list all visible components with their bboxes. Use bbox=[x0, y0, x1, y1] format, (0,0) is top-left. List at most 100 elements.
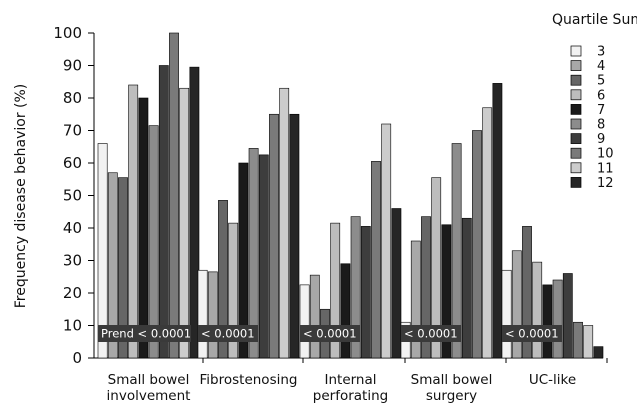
bar bbox=[511, 250, 522, 359]
legend-label: 8 bbox=[597, 118, 605, 133]
bar bbox=[461, 217, 472, 359]
bar bbox=[451, 143, 462, 359]
bar bbox=[381, 123, 392, 359]
bar bbox=[421, 216, 431, 359]
bar bbox=[593, 346, 604, 359]
bar bbox=[371, 161, 381, 359]
bar bbox=[583, 325, 594, 359]
bar bbox=[118, 177, 128, 359]
legend-swatch bbox=[570, 45, 582, 57]
y-axis-title: Frequency disease behavior (%) bbox=[13, 84, 29, 309]
legend-swatch bbox=[570, 104, 582, 115]
bar bbox=[238, 162, 249, 359]
x-category-label: UC-like bbox=[529, 372, 576, 388]
bar bbox=[350, 216, 361, 359]
legend-swatch bbox=[570, 118, 582, 130]
bar bbox=[573, 321, 583, 359]
x-category-label: Small bowel bbox=[411, 372, 493, 388]
bar bbox=[248, 148, 259, 359]
bar bbox=[482, 107, 493, 359]
p-value-box bbox=[502, 325, 562, 342]
y-tick-label: 60 bbox=[63, 154, 82, 172]
bar bbox=[228, 222, 239, 359]
bar bbox=[340, 263, 351, 359]
bar bbox=[492, 83, 503, 359]
x-category-label: Fibrostenosing bbox=[200, 372, 298, 388]
y-tick-label: 30 bbox=[63, 252, 82, 270]
legend-label: 9 bbox=[597, 132, 605, 147]
bar bbox=[391, 208, 402, 359]
bar bbox=[107, 172, 118, 359]
x-category-label: involvement bbox=[107, 388, 191, 404]
bar bbox=[472, 130, 482, 359]
bar bbox=[431, 177, 442, 359]
bar bbox=[148, 125, 159, 359]
p-value-box bbox=[198, 325, 258, 342]
y-tick-label: 90 bbox=[63, 57, 82, 75]
bar bbox=[360, 226, 371, 359]
p-value-label: < 0.0001 bbox=[303, 327, 357, 341]
bar bbox=[218, 200, 228, 359]
x-category-label: perforating bbox=[313, 388, 388, 404]
legend-swatch bbox=[570, 162, 582, 174]
legend-swatch bbox=[570, 133, 582, 144]
legend-swatch bbox=[570, 60, 582, 71]
legend-label: 11 bbox=[597, 161, 614, 176]
bar bbox=[279, 87, 290, 359]
legend-label: 5 bbox=[597, 74, 605, 89]
p-value-box bbox=[401, 325, 461, 342]
p-value-label: Prend < 0.0001 bbox=[101, 327, 191, 341]
p-value-box bbox=[300, 325, 360, 342]
legend-label: 7 bbox=[597, 103, 605, 118]
y-tick-label: 10 bbox=[63, 317, 82, 335]
legend-swatch bbox=[570, 89, 582, 101]
bar bbox=[138, 97, 149, 359]
y-tick-label: 100 bbox=[53, 24, 82, 42]
legend-label: 10 bbox=[597, 147, 614, 162]
p-value-label: < 0.0001 bbox=[505, 327, 559, 341]
bar bbox=[289, 113, 300, 359]
bar bbox=[197, 269, 208, 359]
y-tick-label: 50 bbox=[63, 187, 82, 205]
bar bbox=[97, 143, 108, 359]
bar bbox=[501, 269, 512, 359]
bar bbox=[158, 65, 169, 359]
bar bbox=[299, 284, 310, 359]
bar bbox=[258, 154, 269, 359]
p-value-label: < 0.0001 bbox=[404, 327, 458, 341]
legend-label: 6 bbox=[597, 88, 605, 103]
y-tick-label: 70 bbox=[63, 122, 82, 140]
legend-title: Quartile Sum bbox=[552, 12, 637, 28]
bar bbox=[330, 222, 341, 359]
y-tick-label: 20 bbox=[63, 284, 82, 302]
x-category-label: surgery bbox=[426, 388, 477, 404]
bar bbox=[552, 279, 563, 359]
legend-label: 4 bbox=[597, 59, 605, 74]
legend-swatch bbox=[570, 147, 582, 159]
bar bbox=[542, 284, 553, 359]
p-value-label: < 0.0001 bbox=[201, 327, 255, 341]
bar bbox=[309, 274, 320, 359]
bar bbox=[522, 226, 532, 359]
bar bbox=[179, 87, 190, 359]
y-tick-label: 80 bbox=[63, 89, 82, 107]
legend-label: 3 bbox=[597, 45, 605, 60]
legend-label: 12 bbox=[597, 176, 614, 191]
bar bbox=[207, 271, 218, 359]
x-category-label: Internal bbox=[324, 372, 376, 388]
bar bbox=[169, 32, 179, 359]
bar bbox=[532, 261, 543, 359]
bar bbox=[410, 240, 421, 359]
bar bbox=[562, 273, 573, 359]
bar bbox=[189, 66, 200, 359]
y-tick-label: 0 bbox=[72, 349, 82, 367]
bar bbox=[441, 224, 452, 359]
p-value-box bbox=[98, 325, 191, 342]
y-tick-label: 40 bbox=[63, 219, 82, 237]
legend-swatch bbox=[570, 177, 582, 188]
x-category-label: Small bowel bbox=[108, 372, 190, 388]
legend-swatch bbox=[570, 74, 582, 86]
